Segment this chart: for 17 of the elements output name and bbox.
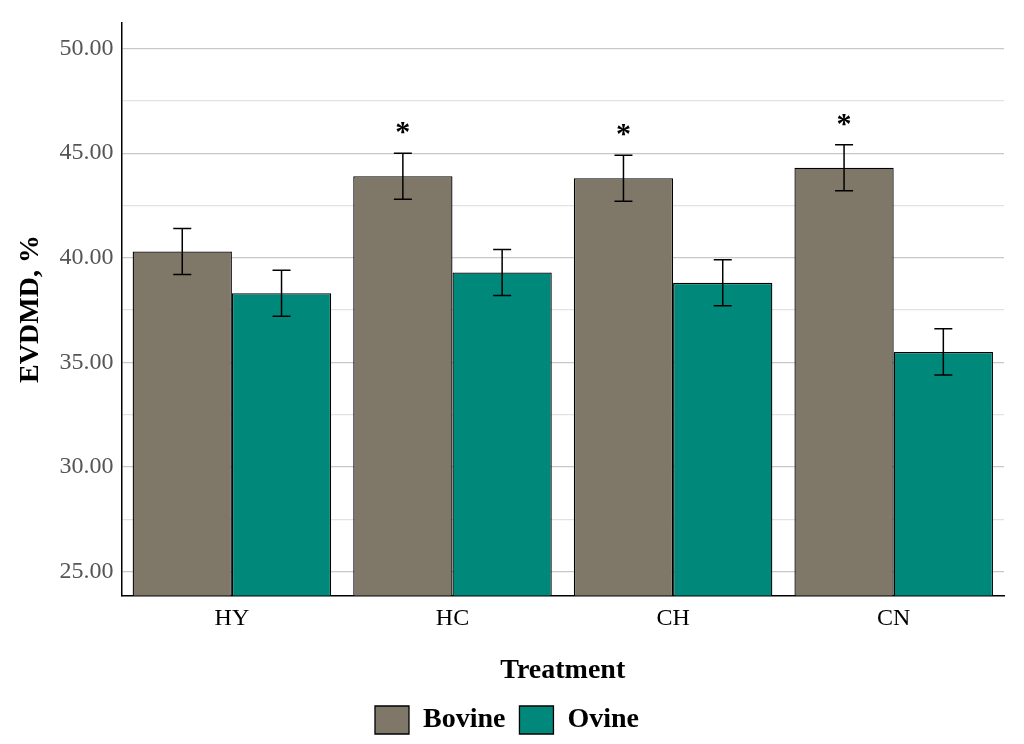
annotation: * [395,113,411,147]
y-tick-label: 40.00 [59,243,114,270]
annotation: * [615,115,631,149]
legend-label: Bovine [422,702,506,734]
x-tick-label: CN [877,604,911,631]
y-tick-label: 35.00 [59,347,114,374]
x-axis-title: Treatment [500,653,626,685]
x-tick-label: HC [435,604,470,631]
y-tick-label: 30.00 [59,452,114,479]
x-tick-label: HY [214,604,250,631]
y-tick-label: 45.00 [59,138,114,165]
x-tick-label: CH [656,604,690,631]
y-axis-title: EVDMD, % [13,235,45,383]
legend-label: Ovine [567,702,640,734]
y-tick-label: 50.00 [59,33,114,60]
annotation: * [836,105,852,139]
y-tick-label: 25.00 [59,556,114,583]
